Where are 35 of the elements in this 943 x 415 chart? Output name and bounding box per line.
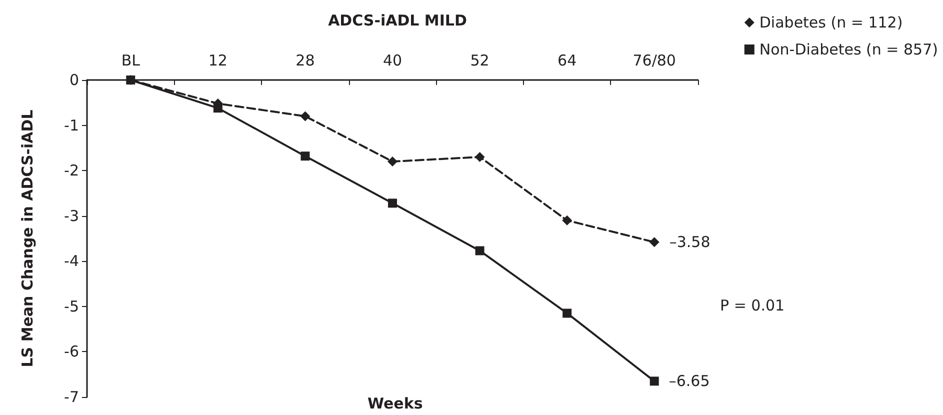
legend-label: Non-Diabetes (n = 857) — [759, 40, 938, 58]
x-tick-label: 64 — [558, 52, 577, 70]
x-tick-label: 52 — [470, 52, 490, 70]
data-label: –6.65 — [668, 372, 710, 390]
y-tick-label: -1 — [64, 116, 79, 134]
x-axis-title: Weeks — [368, 394, 423, 412]
y-axis-title: LS Mean Change in ADCS-iADL — [18, 109, 36, 368]
x-tick-label: 76/80 — [632, 52, 676, 70]
y-tick-label: -2 — [64, 162, 79, 180]
chart-title: ADCS-iADL MILD — [328, 12, 467, 30]
point — [300, 152, 310, 161]
point — [562, 215, 572, 226]
data-label: –3.58 — [669, 233, 710, 252]
point — [126, 76, 136, 84]
x-tick-label: BL — [121, 52, 141, 70]
x-tick-label: 40 — [382, 52, 402, 70]
point — [650, 376, 659, 386]
legend-label: Diabetes (n = 112) — [759, 14, 903, 32]
text: P = 0.01 — [720, 296, 785, 314]
point — [300, 111, 310, 122]
y-tick-label: -5 — [64, 297, 79, 316]
point — [649, 237, 660, 248]
y-tick-label: -4 — [64, 252, 79, 270]
y-tick-label: 0 — [69, 71, 79, 89]
point — [388, 198, 397, 208]
y-tick-label: -7 — [64, 388, 79, 406]
y-tick-label: -3 — [64, 206, 79, 225]
point — [474, 152, 485, 162]
y-tick-label: -6 — [64, 342, 79, 361]
x-tick-label: 28 — [296, 52, 315, 70]
point — [213, 104, 222, 113]
point — [475, 246, 484, 256]
point — [562, 308, 572, 318]
point — [388, 156, 398, 167]
x-tick-label: 12 — [208, 52, 228, 70]
